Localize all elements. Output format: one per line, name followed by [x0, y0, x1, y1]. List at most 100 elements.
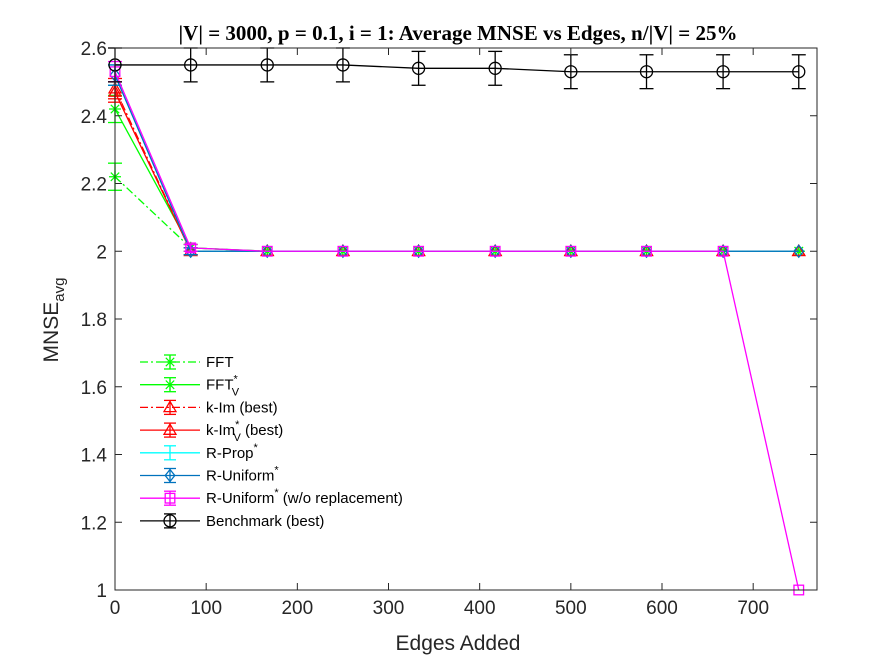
legend-marker [163, 514, 177, 528]
legend-label-sup: * [274, 465, 279, 477]
legend-entry-5: R-Uniform* [140, 465, 279, 485]
legend-label-suffix: (w/o replacement) [279, 490, 403, 507]
y-tick-label: 1.8 [81, 310, 107, 331]
x-axis-label: Edges Added [396, 632, 521, 655]
legend-label: FFT [206, 354, 234, 371]
legend-marker [164, 378, 176, 391]
y-axis-label: MNSEavg [40, 278, 68, 363]
legend-label-sup: * [274, 487, 279, 499]
series-2 [107, 77, 806, 257]
data-point [639, 65, 654, 79]
legend-entry-4: R-Prop* [140, 442, 259, 462]
legend-label: k-Im* V (best) [206, 419, 283, 444]
legend-label: k-Im (best) [206, 399, 278, 416]
series-4 [108, 64, 799, 256]
x-tick-label: 100 [190, 598, 222, 619]
x-tick-label: 0 [110, 598, 121, 619]
legend-marker [164, 492, 176, 504]
legend-label-main: k-Im [206, 422, 235, 439]
series-3 [107, 81, 806, 257]
chart-title: |V| = 3000, p = 0.1, i = 1: Average MNSE… [179, 21, 738, 45]
legend-label-sup: * [235, 419, 240, 431]
legend-label: R-Uniform* [206, 465, 279, 485]
legend-entry-2: k-Im (best) [140, 399, 278, 416]
data-point [183, 243, 198, 257]
y-tick-label: 2.6 [81, 39, 107, 60]
legend-label-sub: V [233, 432, 241, 444]
x-tick-label: 200 [281, 598, 313, 619]
legend-entry-7: Benchmark (best) [140, 513, 324, 530]
data-point [413, 245, 425, 257]
data-point [641, 245, 652, 257]
data-point [488, 61, 502, 75]
series-0 [108, 162, 805, 258]
series-5 [108, 64, 805, 259]
legend-label-sub: V [232, 387, 240, 399]
data-point [337, 245, 349, 257]
data-point [791, 243, 806, 257]
legend-marker [162, 400, 178, 413]
series-line [114, 176, 799, 252]
x-tick-label: 400 [464, 598, 496, 619]
legend-entry-1: FFT* V [140, 374, 240, 399]
y-tick-label: 2.2 [81, 175, 107, 196]
legend-marker [164, 356, 176, 368]
data-point [565, 244, 577, 259]
x-tick-label: 700 [737, 598, 769, 619]
x-tick-label: 300 [373, 598, 405, 619]
series-line [114, 74, 799, 252]
legend-entry-3: k-Im* V (best) [140, 419, 283, 444]
data-point [564, 65, 578, 79]
data-point [717, 244, 729, 259]
legend-marker [162, 422, 178, 435]
data-point [261, 244, 273, 259]
data-point [565, 245, 577, 257]
legend-marker [164, 468, 176, 483]
y-axis-label-sub: avg [51, 278, 68, 302]
legend-label-sup: * [254, 442, 259, 454]
legend-label-sup: * [234, 374, 239, 386]
y-tick-label: 2 [96, 242, 107, 263]
series-line [114, 74, 799, 252]
legend-label: R-Prop* [206, 442, 259, 462]
y-tick-label: 1 [96, 581, 107, 602]
x-tick-label: 600 [646, 598, 678, 619]
data-point [260, 58, 274, 72]
data-point [489, 245, 501, 257]
data-point [337, 244, 349, 259]
y-tick-label: 1.2 [81, 513, 107, 534]
series-7 [108, 47, 806, 90]
series-line [114, 88, 799, 252]
data-point [793, 244, 805, 259]
legend-label-main: R-Uniform [206, 490, 274, 507]
data-point [336, 58, 350, 72]
legend-label: Benchmark (best) [206, 513, 324, 530]
legend-entry-0: FFT [140, 354, 234, 371]
y-axis-label-main: MNSE [40, 302, 63, 363]
data-point [717, 245, 729, 257]
data-point [411, 61, 426, 75]
axes: 0 100 200 300 400 500 600 700 1 1.2 1.4 1.6 1.8 2 2.2 2… [81, 39, 817, 619]
legend-label-main: FFT [206, 354, 234, 371]
legend-label-suffix: (best) [241, 422, 284, 439]
series-1 [108, 94, 805, 258]
series-line [115, 64, 799, 73]
data-point [412, 244, 425, 259]
y-tick-label: 1.4 [81, 446, 108, 467]
data-point [640, 244, 653, 259]
data-point [261, 245, 273, 257]
legend-label: FFT* V [206, 374, 240, 399]
data-point [185, 244, 197, 259]
legend-label-main: R-Prop [206, 445, 254, 462]
legend-label-main: Benchmark (best) [206, 513, 324, 530]
series-line [114, 108, 799, 252]
series-line [114, 91, 799, 252]
legend-label-main: R-Uniform [206, 468, 274, 485]
legend-entry-6: R-Uniform* (w/o replacement) [140, 487, 403, 507]
data-point [185, 242, 197, 254]
legend-label-main: FFT [206, 377, 234, 394]
axes-box [114, 47, 818, 591]
legend-label-main: k-Im (best) [206, 399, 278, 416]
